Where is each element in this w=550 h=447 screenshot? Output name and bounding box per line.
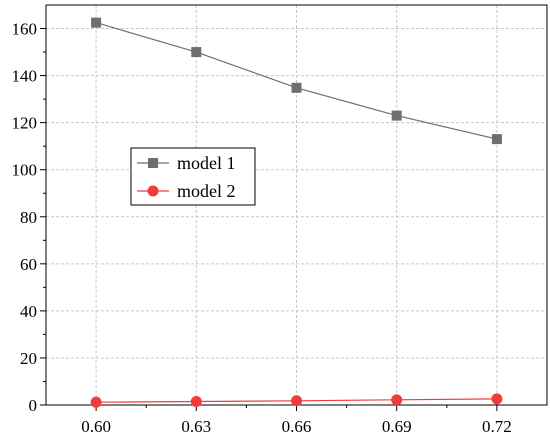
y-tick-label: 160 xyxy=(12,20,38,39)
x-tick-label: 0.69 xyxy=(382,417,412,436)
y-tick-label: 140 xyxy=(12,67,38,86)
data-point xyxy=(90,396,102,408)
axes: 0 20 40 60 80 100 120 140 160 0.60 0.63 0.66 0.69 0.7… xyxy=(12,20,512,436)
y-tick-label: 40 xyxy=(20,302,37,321)
x-tick-label: 0.72 xyxy=(482,417,512,436)
y-tick-label: 0 xyxy=(29,396,38,415)
y-tick-label: 100 xyxy=(12,161,38,180)
legend-entry: model 1 xyxy=(137,153,236,173)
legend-label: model 1 xyxy=(177,153,236,173)
data-point xyxy=(491,134,502,145)
x-tick-label: 0.66 xyxy=(282,417,312,436)
y-tick-label: 120 xyxy=(12,114,38,133)
legend-label: model 2 xyxy=(177,181,236,201)
data-point xyxy=(391,110,402,121)
data-point xyxy=(91,17,102,28)
x-tick-label: 0.60 xyxy=(81,417,111,436)
legend-entry: model 2 xyxy=(137,181,236,201)
legend: model 1 model 2 xyxy=(130,147,256,206)
series-1 xyxy=(91,17,502,145)
y-tick-label: 80 xyxy=(20,208,37,227)
data-point xyxy=(391,394,403,406)
series-2 xyxy=(90,393,503,408)
data-point xyxy=(491,393,503,405)
y-tick-label: 20 xyxy=(20,349,37,368)
series-group xyxy=(90,17,503,408)
x-tick-label: 0.63 xyxy=(181,417,211,436)
grid-lines xyxy=(46,5,547,405)
data-point xyxy=(291,82,302,93)
data-point xyxy=(190,395,202,407)
y-tick-label: 60 xyxy=(20,255,37,274)
data-point xyxy=(291,395,302,407)
legend-marker xyxy=(148,158,158,168)
legend-marker xyxy=(147,185,159,197)
data-point xyxy=(191,47,202,58)
